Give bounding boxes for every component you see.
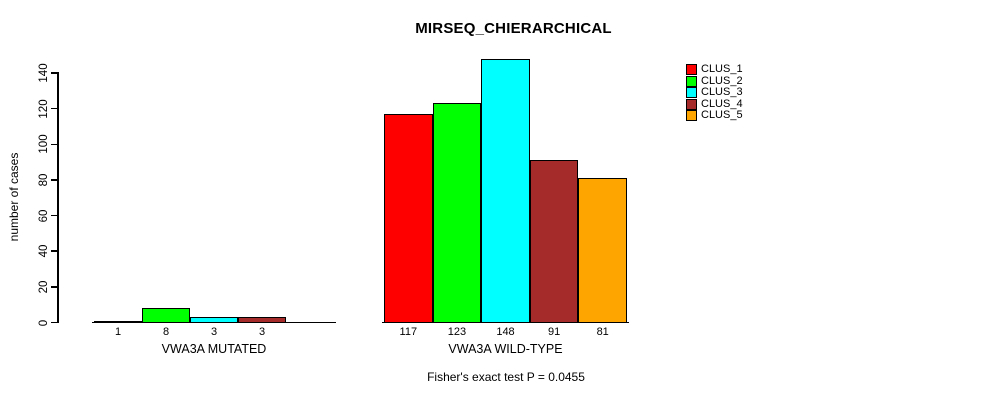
- y-tick-label: 0: [38, 319, 50, 326]
- bar-value-label: 81: [596, 326, 609, 338]
- bar-value-label: 91: [547, 326, 561, 338]
- legend-swatch-clus_3: [686, 87, 697, 99]
- y-tick-label: 80: [38, 173, 50, 187]
- legend-label: CLUS_1: [701, 63, 743, 75]
- bar-clus_3: [481, 58, 530, 324]
- fisher-test-annotation: Fisher's exact test P = 0.0455: [427, 370, 585, 384]
- bar-clus_1: [384, 113, 433, 324]
- legend-swatch-clus_2: [686, 75, 697, 87]
- y-tick-label: 60: [38, 209, 50, 222]
- bar-value-label: 8: [162, 326, 170, 338]
- bar-clus_2: [432, 103, 482, 324]
- y-tick-label: 100: [38, 134, 50, 154]
- legend-swatch-clus_1: [686, 64, 697, 75]
- bar-value-label: 123: [447, 326, 467, 338]
- y-tick-mark: [51, 286, 57, 288]
- bar-clus_2: [142, 308, 190, 324]
- bar-value-label: 3: [258, 326, 266, 338]
- y-tick-mark: [51, 72, 57, 74]
- bar-clus_4: [529, 160, 579, 324]
- legend-label: CLUS_5: [701, 109, 743, 122]
- group-label: VWA3A WILD-TYPE: [448, 342, 563, 356]
- y-tick-label: 20: [38, 280, 50, 294]
- bar-value-label: 3: [210, 326, 218, 338]
- legend-swatch-clus_5: [686, 110, 697, 122]
- y-tick-mark: [51, 250, 57, 252]
- bar-clus_3: [190, 317, 238, 324]
- group-label: VWA3A MUTATED: [161, 342, 267, 356]
- bar-value-label: 117: [399, 326, 418, 338]
- bar-clus_1: [94, 320, 142, 324]
- bar-value-label: 1: [114, 326, 122, 338]
- y-tick-mark: [51, 107, 57, 110]
- legend-label: CLUS_4: [701, 97, 743, 110]
- bar-clus_4: [238, 317, 286, 324]
- y-tick-mark: [51, 214, 57, 217]
- y-tick-label: 140: [38, 63, 50, 83]
- y-tick-mark: [51, 179, 57, 181]
- y-tick-label: 120: [38, 99, 50, 119]
- y-axis-line: [57, 72, 59, 323]
- bar-clus_5: [578, 178, 627, 324]
- legend-swatch-clus_4: [686, 98, 697, 110]
- legend-label: CLUS_3: [701, 86, 743, 99]
- y-tick-mark: [51, 143, 57, 146]
- y-tick-mark: [51, 321, 57, 324]
- legend-label: CLUS_2: [701, 74, 743, 87]
- bar-value-label: 148: [496, 326, 515, 338]
- y-tick-label: 40: [38, 244, 50, 258]
- y-axis-title: number of cases: [7, 152, 21, 242]
- chart-title: MIRSEQ_CHIERARCHICAL: [415, 20, 612, 37]
